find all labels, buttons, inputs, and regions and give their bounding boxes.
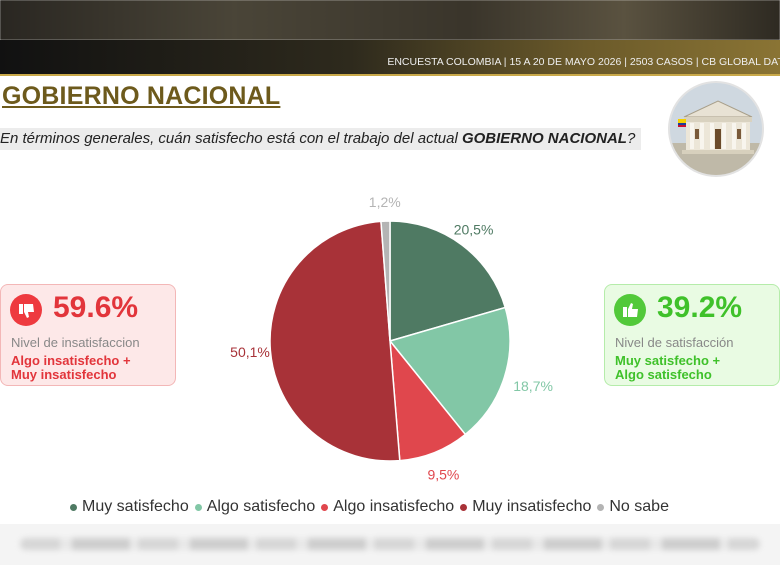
pie-slice-muy-satisfecho [389,220,507,342]
thumbs-down-icon [10,294,42,326]
satisfaction-label: Nivel de satisfacción [615,335,734,350]
data-label-no-sabe: 1,2% [369,194,401,210]
dissatisfaction-desc-line2: Muy insatisfecho [11,367,117,382]
legend-item-no-sabe: No sabe [597,498,669,516]
dissatisfaction-percent: 59.6% [53,291,139,324]
legend-label: No sabe [609,498,669,515]
legend-dot [597,503,605,511]
satisfaction-desc-line1: Muy satisfecho + [615,353,721,368]
dissatisfaction-label: Nivel de insatisfaccion [11,335,140,350]
dissatisfaction-desc-line1: Algo insatisfecho + [11,353,131,368]
legend-dot [321,503,329,511]
legend-item-muy-insatisfecho: Muy insatisfecho [460,498,591,516]
government-building-logo [668,81,764,177]
legend-item-muy-satisfecho: Muy satisfecho [70,498,189,516]
legend-dot [70,503,77,511]
blurred-footer-text [20,538,760,550]
legend-dot [194,503,202,511]
data-label-algo-satisfecho: 18,7% [513,378,553,394]
header-bar: ENCUESTA COLOMBIA | 15 A 20 DE MAYO 2026… [0,40,780,76]
data-label-muy-insatisfecho: 50,1% [230,344,270,360]
thumbs-up-icon [614,294,646,326]
blurred-top-strip [0,0,780,40]
legend-item-algo-satisfecho: Algo satisfecho [194,498,316,516]
question-suffix: ? [626,130,636,147]
data-label-muy-satisfecho: 20,5% [454,222,494,238]
satisfaction-description: Muy satisfecho + Algo satisfecho [615,354,720,382]
question: En términos generales, cuán satisfecho e… [0,128,642,150]
page-title: GOBIERNO NACIONAL [2,82,281,110]
data-label-algo-insatisfecho: 9,5% [427,467,459,483]
dissatisfaction-card: 59.6% Nivel de insatisfaccion Algo insat… [0,284,176,386]
legend-dot [460,503,468,511]
legend-item-algo-insatisfecho: Algo insatisfecho [321,498,454,516]
chart-legend: Muy satisfecho Algo satisfecho Algo insati… [70,496,675,518]
dissatisfaction-description: Algo insatisfecho + Muy insatisfecho [11,354,131,382]
pie-slice-algo-satisfecho [388,306,511,436]
pie-chart: 20,5% 18,7% 9,5% 50,1% 1,2% [230,194,553,483]
question-emphasis: GOBIERNO NACIONAL [461,130,627,147]
survey-info: ENCUESTA COLOMBIA | 15 A 20 DE MAYO 2026… [387,56,780,68]
legend-label: Muy insatisfecho [472,498,592,515]
question-prefix: En términos generales, cuán satisfecho e… [0,130,462,147]
legend-label: Algo insatisfecho [333,498,455,515]
satisfaction-desc-line2: Algo satisfecho [615,367,712,382]
satisfaction-card: 39.2% Nivel de satisfacción Muy satisfec… [604,284,780,386]
slide: GOBIERNO NACIONAL En términos generales,… [0,76,780,524]
legend-label: Algo satisfecho [206,498,316,515]
pie-slice-muy-insatisfecho [269,220,401,462]
legend-label: Muy satisfecho [82,498,189,515]
pie-slice-no-sabe [380,220,391,342]
blurred-footer [0,524,780,565]
satisfaction-percent: 39.2% [657,291,743,324]
